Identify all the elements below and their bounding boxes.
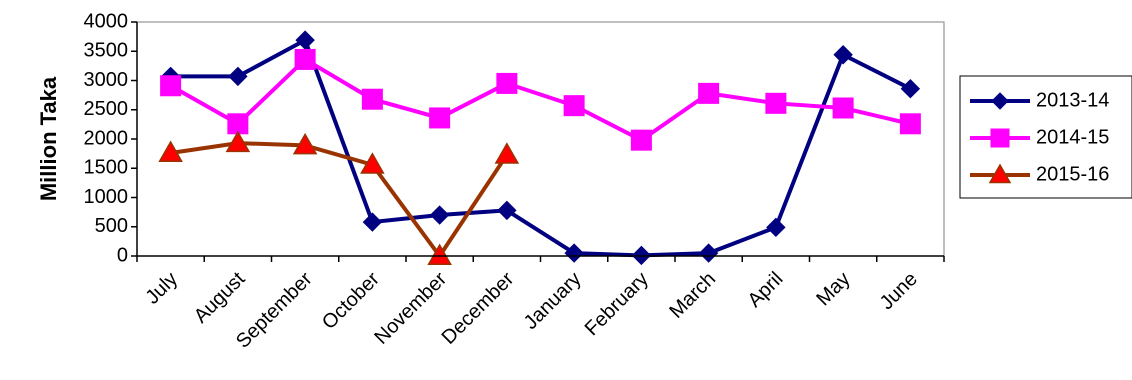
data-point-marker — [362, 212, 383, 232]
data-point-marker — [833, 45, 853, 65]
plot-area-border — [136, 21, 945, 257]
data-point-marker — [564, 243, 584, 263]
legend-label: 2015-16 — [1036, 163, 1109, 185]
data-point-marker — [900, 78, 921, 99]
data-point-marker — [832, 97, 854, 119]
y-tick-label: 3000 — [84, 69, 129, 91]
legend-item: 2014-15 — [970, 126, 1109, 148]
series-2015-16 — [158, 130, 520, 265]
data-point-marker — [494, 142, 520, 164]
data-point-marker — [427, 243, 452, 265]
data-point-marker — [429, 205, 450, 225]
data-point-marker — [988, 163, 1012, 184]
x-tick-label: January — [520, 268, 586, 334]
data-point-marker — [563, 95, 585, 117]
data-point-marker — [292, 132, 318, 155]
data-point-marker — [899, 113, 921, 135]
data-point-marker — [698, 243, 719, 263]
y-tick-label: 3500 — [84, 40, 129, 62]
legend-label: 2013-14 — [1036, 89, 1109, 111]
legend-label: 2014-15 — [1036, 126, 1109, 148]
data-point-marker — [497, 200, 517, 221]
data-point-marker — [158, 140, 183, 163]
data-point-marker — [765, 92, 787, 114]
data-point-marker — [225, 130, 251, 153]
x-tick-label: August — [190, 268, 250, 328]
x-tick-label: December — [438, 268, 519, 349]
x-tick-label: April — [744, 268, 788, 312]
data-point-marker — [228, 66, 248, 87]
series-line — [170, 38, 912, 258]
y-tick-label: 500 — [95, 215, 128, 237]
y-tick-label: 0 — [117, 244, 128, 266]
x-tick-label: October — [318, 268, 384, 334]
data-point-marker — [294, 48, 316, 70]
x-tick-label: July — [141, 268, 182, 309]
y-tick-label: 2500 — [84, 98, 129, 120]
data-point-marker — [630, 129, 652, 151]
x-tick-label: May — [812, 268, 854, 310]
series-line — [169, 57, 911, 143]
data-point-marker — [429, 107, 451, 129]
data-point-marker — [766, 217, 786, 238]
data-point-marker — [360, 152, 385, 174]
legend-item: 2013-14 — [970, 89, 1109, 111]
y-tick-label: 1000 — [84, 186, 129, 208]
data-point-marker — [361, 88, 383, 110]
series-line — [170, 141, 509, 258]
data-point-marker — [698, 82, 720, 104]
y-tick-label: 4000 — [84, 10, 129, 32]
y-axis-title: Million Taka — [36, 76, 61, 201]
data-point-marker — [991, 92, 1009, 110]
x-tick-label: June — [876, 268, 922, 314]
series-2014-15 — [160, 48, 921, 151]
data-point-marker — [990, 128, 1010, 148]
y-tick-label: 2000 — [84, 127, 129, 149]
y-tick-label: 1500 — [84, 157, 129, 179]
legend-item: 2015-16 — [970, 163, 1109, 185]
x-tick-label: November — [370, 268, 451, 349]
data-point-marker — [160, 75, 182, 97]
x-tick-label: February — [581, 268, 653, 340]
x-tick-label: March — [665, 268, 720, 323]
data-point-marker — [496, 72, 518, 94]
